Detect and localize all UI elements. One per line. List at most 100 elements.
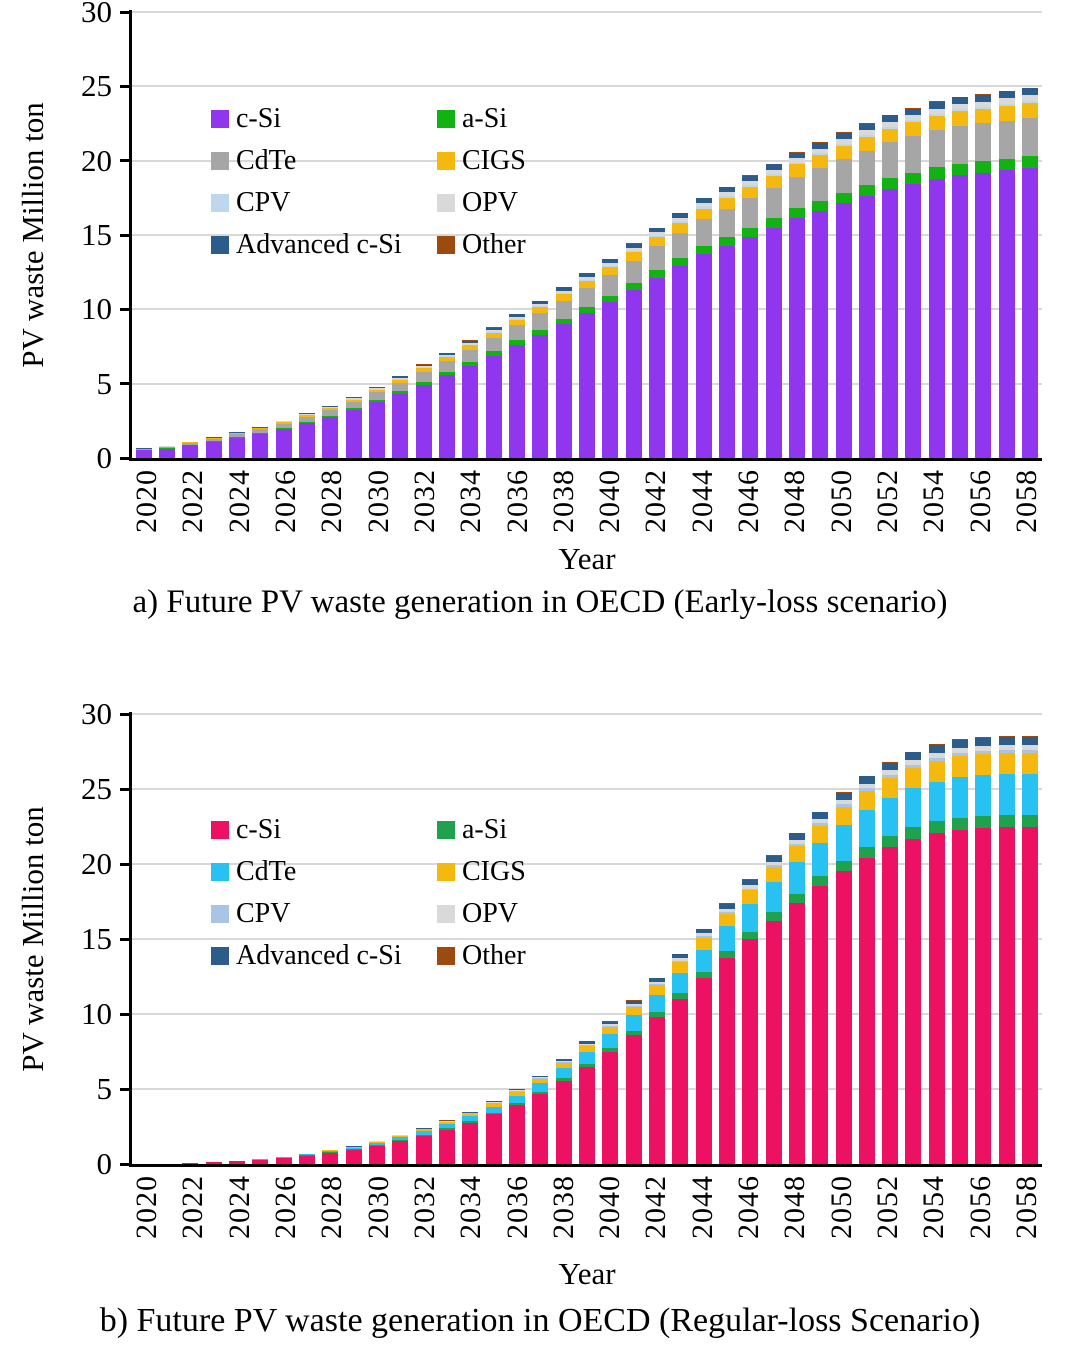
bar-segment-2050-a-Si bbox=[835, 860, 852, 871]
bar-segment-2043-Advanced c-Si bbox=[672, 954, 689, 959]
bar-segment-2041-a-Si bbox=[625, 283, 642, 290]
x-axis-ticks: 2020 2022 2024 2026 2028 2030 2032 2034 2036 2038… bbox=[130, 469, 1043, 541]
bar-2044 bbox=[695, 197, 712, 458]
bar-slot-2029 bbox=[342, 714, 365, 1164]
bar-2049 bbox=[812, 811, 829, 1164]
bar-segment-2056-CdTe bbox=[975, 123, 992, 162]
x-tick-label-2052: 2052 bbox=[871, 1175, 904, 1239]
bar-slot-2027 bbox=[295, 714, 318, 1164]
bar-segment-2056-c-Si bbox=[975, 827, 992, 1164]
bar-2032 bbox=[415, 1127, 432, 1164]
bar-2048 bbox=[788, 832, 805, 1164]
bar-2027 bbox=[298, 413, 315, 458]
x-tick-label-2020: 2020 bbox=[130, 1175, 163, 1239]
legend-label-c-Si: c-Si bbox=[236, 103, 282, 134]
bar-segment-2039-c-Si bbox=[578, 313, 595, 458]
bar-slot-2051 bbox=[855, 12, 878, 458]
bar-segment-2036-c-Si bbox=[508, 345, 525, 458]
bar-segment-2045-CPV bbox=[718, 911, 735, 914]
bar-2037 bbox=[532, 1075, 549, 1164]
bar-segment-2057-CIGS bbox=[998, 753, 1015, 775]
bar-slot-2023 bbox=[202, 714, 225, 1164]
x-tick-label-2034: 2034 bbox=[454, 1175, 488, 1239]
bar-2050 bbox=[835, 792, 852, 1164]
bar-segment-2054-a-Si bbox=[928, 821, 945, 834]
bar-segment-2025-CIGS bbox=[252, 428, 269, 430]
bar-segment-2055-CPV bbox=[952, 753, 969, 757]
gridline-15 bbox=[132, 234, 1042, 236]
bar-2046 bbox=[742, 175, 759, 458]
bar-segment-2051-c-Si bbox=[858, 196, 875, 458]
bar-2039 bbox=[578, 273, 595, 458]
x-tick-label-2020: 2020 bbox=[130, 469, 163, 533]
bar-segment-2047-CIGS bbox=[765, 175, 782, 188]
bar-segment-2046-Advanced c-Si bbox=[742, 879, 759, 886]
x-tick-slot-2047 bbox=[764, 1175, 780, 1247]
bar-segment-2048-Other bbox=[788, 832, 805, 834]
bar-slot-2035 bbox=[482, 714, 505, 1164]
bar-slot-2037 bbox=[529, 714, 552, 1164]
bar-segment-2053-OPV bbox=[905, 760, 922, 766]
bar-segment-2032-CPV bbox=[415, 367, 432, 369]
bar-segment-2049-a-Si bbox=[812, 876, 829, 887]
x-tick-slot-2045 bbox=[718, 469, 734, 541]
legend-swatch-CIGS bbox=[437, 863, 455, 881]
x-tick-slot-2053 bbox=[903, 469, 919, 541]
bar-segment-2039-a-Si bbox=[578, 307, 595, 314]
bar-segment-2033-a-Si bbox=[438, 1128, 455, 1130]
bar-segment-2047-Advanced c-Si bbox=[765, 855, 782, 862]
bar-segment-2029-Advanced c-Si bbox=[345, 397, 362, 399]
legend-item-CIGS: CIGS bbox=[437, 146, 526, 176]
bar-2040 bbox=[602, 1021, 619, 1164]
bar-segment-2035-CdTe bbox=[485, 1106, 502, 1113]
bar-segment-2027-Advanced c-Si bbox=[298, 413, 315, 415]
bar-segment-2044-Advanced c-Si bbox=[695, 928, 712, 934]
bar-segment-2039-CPV bbox=[578, 279, 595, 281]
gridline-25 bbox=[132, 85, 1042, 88]
bar-slot-2030 bbox=[365, 714, 388, 1164]
bar-segment-2046-CPV bbox=[742, 185, 759, 188]
bar-segment-2035-CIGS bbox=[485, 332, 502, 338]
bar-segment-2030-CIGS bbox=[368, 389, 385, 393]
y-tick-label-15: 15 bbox=[81, 217, 112, 252]
bar-segment-2030-a-Si bbox=[368, 1145, 385, 1146]
bar-2024 bbox=[228, 1160, 245, 1164]
bar-segment-2041-CPV bbox=[625, 1005, 642, 1007]
bar-segment-2039-c-Si bbox=[578, 1067, 595, 1164]
bar-segment-2046-CdTe bbox=[742, 198, 759, 228]
bar-segment-2041-OPV bbox=[625, 247, 642, 251]
bar-slot-2025 bbox=[249, 714, 272, 1164]
bar-2035 bbox=[485, 327, 502, 458]
bar-segment-2040-OPV bbox=[602, 263, 619, 266]
bar-segment-2053-a-Si bbox=[905, 172, 922, 184]
bar-segment-2044-Advanced c-Si bbox=[695, 198, 712, 204]
legend-swatch-a-Si bbox=[437, 821, 455, 839]
bar-segment-2043-OPV bbox=[672, 958, 689, 961]
bar-segment-2039-Advanced c-Si bbox=[578, 273, 595, 277]
x-tick-slot-2034: 2034 bbox=[454, 1175, 488, 1247]
bar-segment-2045-c-Si bbox=[718, 245, 735, 458]
x-tick-slot-2055 bbox=[949, 1175, 965, 1247]
bar-segment-2047-OPV bbox=[765, 861, 782, 866]
bar-segment-2037-a-Si bbox=[532, 329, 549, 335]
bar-segment-2026-c-Si bbox=[275, 428, 292, 458]
bar-segment-2054-CdTe bbox=[928, 130, 945, 168]
x-tick-slot-2045 bbox=[718, 1175, 734, 1247]
x-tick-label-2054: 2054 bbox=[917, 1175, 951, 1239]
legend-swatch-CPV bbox=[211, 194, 229, 212]
bar-segment-2025-c-Si bbox=[252, 1159, 269, 1164]
x-tick-slot-2027 bbox=[301, 1175, 317, 1247]
bar-slot-2034 bbox=[459, 12, 482, 458]
x-tick-slot-2023 bbox=[208, 469, 224, 541]
bar-segment-2043-CdTe bbox=[672, 972, 689, 993]
bar-slot-2026 bbox=[272, 12, 295, 458]
bar-segment-2058-OPV bbox=[1022, 744, 1039, 750]
bar-segment-2048-CPV bbox=[788, 162, 805, 165]
bar-segment-2051-a-Si bbox=[858, 846, 875, 858]
bar-segment-2037-c-Si bbox=[532, 334, 549, 458]
legend-swatch-CIGS bbox=[437, 152, 455, 170]
x-tick-label-2046: 2046 bbox=[732, 469, 766, 533]
x-tick-slot-2030: 2030 bbox=[362, 1175, 395, 1247]
bar-segment-2039-a-Si bbox=[578, 1063, 595, 1068]
bar-segment-2054-OPV bbox=[928, 108, 945, 114]
